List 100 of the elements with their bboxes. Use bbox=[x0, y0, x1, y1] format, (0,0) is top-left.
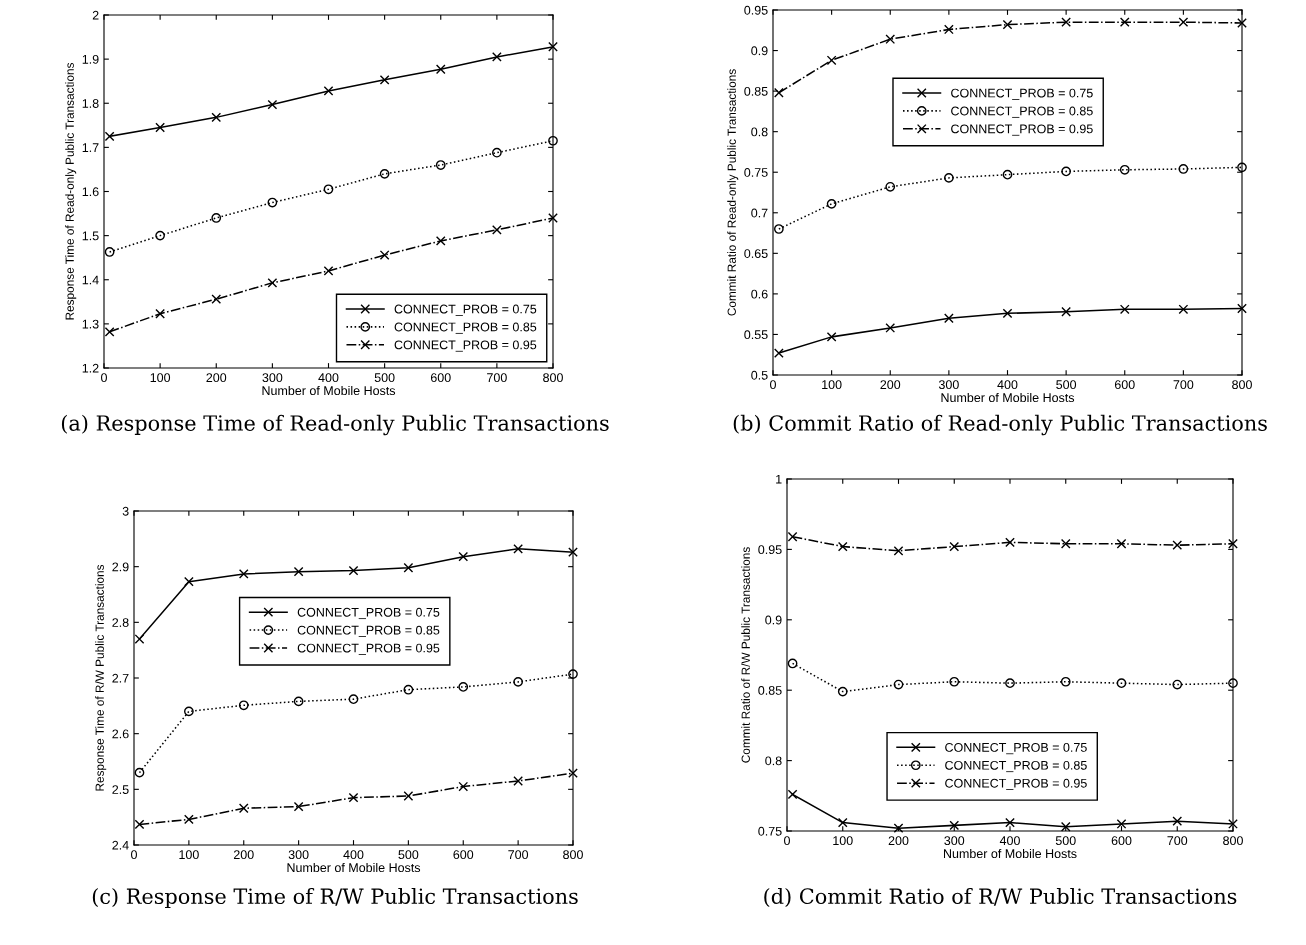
point bbox=[1116, 678, 1127, 689]
legend-label: CONNECT_PROB = 0.85 bbox=[394, 322, 537, 334]
point bbox=[435, 236, 446, 246]
point bbox=[1237, 18, 1247, 28]
point bbox=[379, 168, 390, 179]
point bbox=[548, 135, 558, 146]
point bbox=[826, 332, 837, 342]
point bbox=[1005, 817, 1015, 828]
point bbox=[1178, 164, 1189, 174]
legend-label: CONNECT_PROB = 0.95 bbox=[945, 778, 1087, 790]
point bbox=[1002, 308, 1013, 319]
x-tick-label: 0 bbox=[131, 850, 137, 860]
point bbox=[826, 198, 837, 209]
point bbox=[1060, 821, 1071, 832]
y-tick-label: 1.5 bbox=[82, 231, 99, 241]
y-tick-label: 0.8 bbox=[751, 127, 768, 137]
point bbox=[787, 531, 798, 542]
point bbox=[238, 700, 249, 711]
point bbox=[1172, 679, 1183, 690]
point bbox=[893, 545, 904, 556]
point bbox=[211, 213, 222, 223]
x-tick-label: 400 bbox=[999, 836, 1020, 846]
point bbox=[787, 658, 798, 669]
point bbox=[1060, 538, 1071, 549]
point bbox=[787, 789, 798, 800]
point bbox=[513, 677, 523, 687]
x-tick-label: 0 bbox=[770, 380, 776, 390]
point bbox=[837, 817, 848, 828]
x-tick-label: 700 bbox=[508, 850, 529, 860]
y-tick-label: 1.8 bbox=[82, 99, 99, 108]
point bbox=[944, 313, 954, 324]
point bbox=[348, 694, 359, 705]
y-tick-label: 0.85 bbox=[744, 86, 768, 96]
point bbox=[1178, 17, 1189, 28]
legend-label: CONNECT_PROB = 0.85 bbox=[945, 760, 1087, 773]
x-tick-label: 300 bbox=[288, 850, 309, 860]
point bbox=[267, 277, 278, 288]
x-tick-label: 400 bbox=[318, 373, 339, 383]
x-tick-label: 700 bbox=[487, 373, 507, 383]
y-tick-label: 0.95 bbox=[758, 545, 782, 555]
point bbox=[944, 173, 954, 183]
legend-label: CONNECT_PROB = 0.85 bbox=[297, 625, 440, 637]
point bbox=[184, 576, 194, 587]
point bbox=[184, 706, 194, 717]
point bbox=[348, 565, 359, 576]
point bbox=[1061, 306, 1071, 317]
point bbox=[435, 160, 446, 170]
y-axis-title: Commit Ratio of R/W Public Transactions bbox=[741, 547, 750, 763]
y-tick-label: 1.9 bbox=[82, 54, 99, 64]
point bbox=[104, 131, 115, 142]
point bbox=[155, 308, 165, 319]
y-tick-label: 2 bbox=[92, 10, 99, 20]
point bbox=[1005, 537, 1015, 548]
text: (a) Response Time of Read-only Public Transactions bbox=[61, 414, 609, 436]
y-tick-label: 2.6 bbox=[112, 729, 129, 739]
point bbox=[1116, 819, 1127, 829]
x-tick-label: 500 bbox=[1055, 836, 1076, 846]
x-tick-label: 300 bbox=[262, 373, 283, 383]
text: (d) Commit Ratio of R/W Public Transactions bbox=[764, 887, 1237, 907]
y-tick-label: 2.4 bbox=[112, 840, 129, 850]
point bbox=[323, 86, 334, 96]
x-tick-label: 700 bbox=[1167, 836, 1188, 846]
y-axis-title: Commit Ratio of Read-only Public Transactions bbox=[727, 69, 739, 316]
point bbox=[774, 87, 784, 98]
point bbox=[323, 184, 334, 195]
x-tick-label: 600 bbox=[1114, 380, 1135, 390]
point bbox=[513, 543, 523, 554]
point bbox=[1172, 540, 1183, 551]
point bbox=[1116, 538, 1127, 549]
x-tick-label: 800 bbox=[1232, 380, 1252, 390]
x-tick-label: 800 bbox=[1223, 836, 1243, 846]
point bbox=[403, 562, 414, 573]
x-tick-label: 200 bbox=[233, 850, 254, 860]
x-tick-label: 600 bbox=[453, 850, 474, 860]
y-tick-label: 0.65 bbox=[744, 249, 768, 258]
point bbox=[1228, 819, 1238, 829]
point bbox=[238, 803, 249, 814]
x-axis-title: Number of Mobile Hosts bbox=[262, 385, 396, 396]
x-tick-label: 800 bbox=[563, 850, 583, 860]
point bbox=[1061, 17, 1071, 28]
point bbox=[1119, 17, 1130, 28]
point bbox=[134, 819, 145, 830]
point bbox=[826, 55, 837, 66]
legend-label: CONNECT_PROB = 0.75 bbox=[394, 304, 537, 316]
y-tick-label: 1.3 bbox=[82, 319, 99, 329]
x-axis-title: Number of Mobile Hosts bbox=[287, 862, 421, 873]
x-tick-label: 200 bbox=[888, 836, 909, 846]
point bbox=[513, 776, 523, 786]
point bbox=[949, 676, 960, 687]
point bbox=[458, 682, 469, 692]
y-tick-label: 1.6 bbox=[82, 187, 99, 197]
legend-label: CONNECT_PROB = 0.95 bbox=[951, 124, 1093, 136]
x-tick-label: 0 bbox=[784, 836, 790, 846]
y-tick-label: 1 bbox=[776, 474, 782, 484]
x-tick-label: 800 bbox=[543, 373, 563, 383]
point bbox=[403, 684, 414, 695]
point bbox=[548, 41, 558, 52]
point bbox=[267, 197, 278, 208]
point bbox=[893, 679, 904, 690]
y-tick-label: 2.8 bbox=[112, 618, 129, 627]
